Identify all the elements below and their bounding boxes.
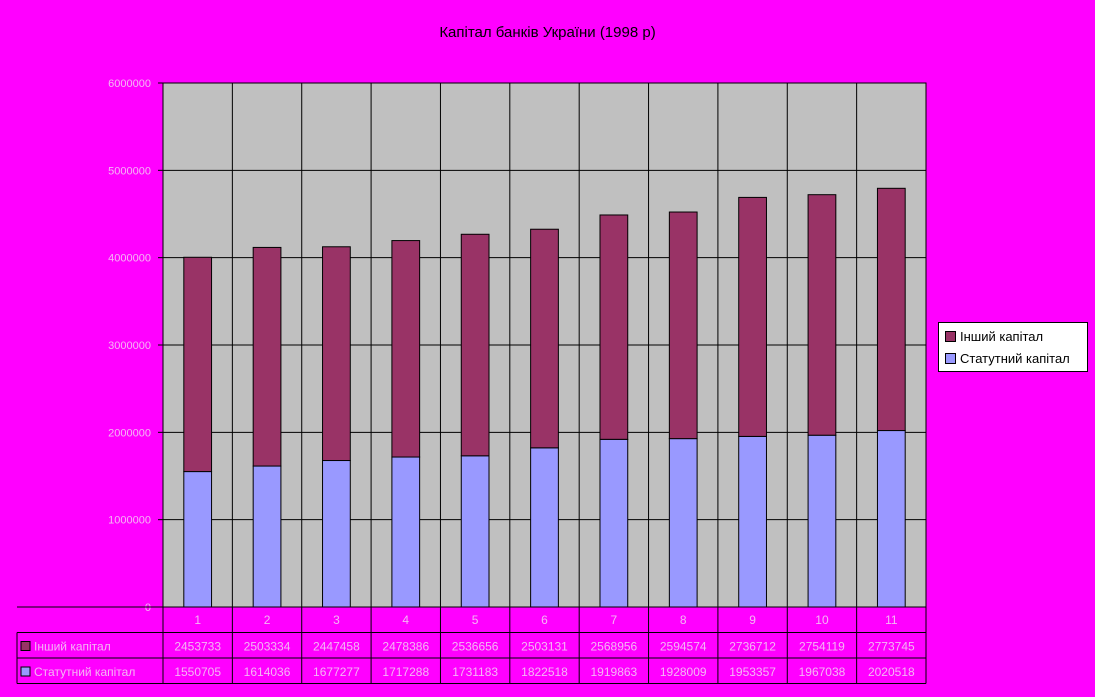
y-tick-label: 0 <box>145 602 151 614</box>
legend-swatch-authorized-capital <box>945 352 956 364</box>
bar-other-capital <box>530 228 559 449</box>
data-label: 1919863 <box>591 665 638 679</box>
data-label: 1953357 <box>729 665 776 679</box>
bar-authorized-capital <box>183 471 213 608</box>
bar-authorized-capital <box>322 460 351 608</box>
data-label: 2447458 <box>313 640 360 654</box>
table-swatch-other-capital <box>20 641 31 651</box>
data-label: 2020518 <box>868 665 915 679</box>
data-label: 2754119 <box>799 640 845 654</box>
bar-authorized-capital <box>460 455 490 608</box>
bar-authorized-capital <box>738 435 767 608</box>
x-tick-label: 5 <box>472 613 479 627</box>
data-label: 2478386 <box>382 640 429 654</box>
bar-other-capital <box>460 233 490 457</box>
x-tick-label: 8 <box>680 613 687 627</box>
table-row-label-other-capital: Інший капітал <box>34 640 111 654</box>
data-table: 1 2 3 4 5 6 7 8 9 10 11 Інший капітал 2453733 2503334… <box>16 606 927 684</box>
bar-authorized-capital <box>252 465 282 608</box>
legend-item-other-capital: Інший капітал <box>945 328 1043 344</box>
data-label: 2503131 <box>521 640 568 654</box>
bar-other-capital <box>807 194 837 436</box>
bar-other-capital <box>252 246 282 467</box>
x-tick-label: 2 <box>264 613 271 627</box>
bar-other-capital <box>738 196 767 437</box>
data-label: 1967038 <box>799 665 846 679</box>
bar-authorized-capital <box>530 447 559 608</box>
data-label: 2453733 <box>174 640 221 654</box>
x-tick-label: 1 <box>194 613 201 627</box>
bar-other-capital <box>391 240 421 458</box>
bar-other-capital <box>599 214 629 440</box>
data-label: 2594574 <box>660 640 707 654</box>
legend-label-authorized-capital: Статутний капітал <box>960 350 1070 366</box>
y-tick-label: 1000000 <box>108 515 151 527</box>
bar-other-capital <box>876 187 906 432</box>
x-tick-label: 7 <box>611 613 618 627</box>
x-tick-label: 3 <box>333 613 340 627</box>
data-label: 1677277 <box>313 665 360 679</box>
table-swatch-authorized-capital <box>20 666 31 677</box>
data-label: 1822518 <box>521 665 568 679</box>
legend-item-authorized-capital: Статутний капітал <box>945 350 1070 366</box>
data-label: 2773745 <box>868 640 915 654</box>
bar-authorized-capital <box>391 456 421 608</box>
legend-swatch-other-capital <box>945 330 956 342</box>
y-tick-label: 6000000 <box>108 78 151 90</box>
x-tick-label: 9 <box>749 613 756 627</box>
chart-title: Капітал банків України (1998 р) <box>439 24 656 41</box>
y-tick-label: 3000000 <box>108 340 151 352</box>
bar-authorized-capital <box>807 434 837 608</box>
x-tick-label: 6 <box>541 613 548 627</box>
data-label: 2503334 <box>244 640 291 654</box>
data-label: 1731183 <box>452 665 498 679</box>
bar-other-capital <box>668 211 698 440</box>
data-label: 1717288 <box>382 665 429 679</box>
plot-area: 0 1000000 2000000 3000000 4000000 5000000 6000… <box>108 78 927 614</box>
data-label: 2568956 <box>591 640 638 654</box>
bar-other-capital <box>183 256 213 473</box>
bar-authorized-capital <box>599 438 629 608</box>
table-row-label-authorized-capital: Статутний капітал <box>34 665 135 679</box>
x-tick-label: 10 <box>815 613 829 627</box>
data-label: 1550705 <box>174 665 221 679</box>
data-label: 1614036 <box>244 665 291 679</box>
data-label: 2736712 <box>729 640 776 654</box>
legend-label-other-capital: Інший капітал <box>960 328 1044 344</box>
legend: Інший капітал Статутний капітал <box>938 322 1088 372</box>
y-tick-label: 5000000 <box>108 165 151 177</box>
x-tick-label: 11 <box>885 613 898 627</box>
y-tick-label: 2000000 <box>108 427 151 439</box>
data-label: 2536656 <box>452 640 499 654</box>
data-label: 1928009 <box>660 665 707 679</box>
x-tick-label: 4 <box>402 613 409 627</box>
bar-other-capital <box>322 246 351 462</box>
y-tick-label: 4000000 <box>108 253 151 265</box>
bar-authorized-capital <box>876 430 906 608</box>
bar-authorized-capital <box>668 438 698 608</box>
